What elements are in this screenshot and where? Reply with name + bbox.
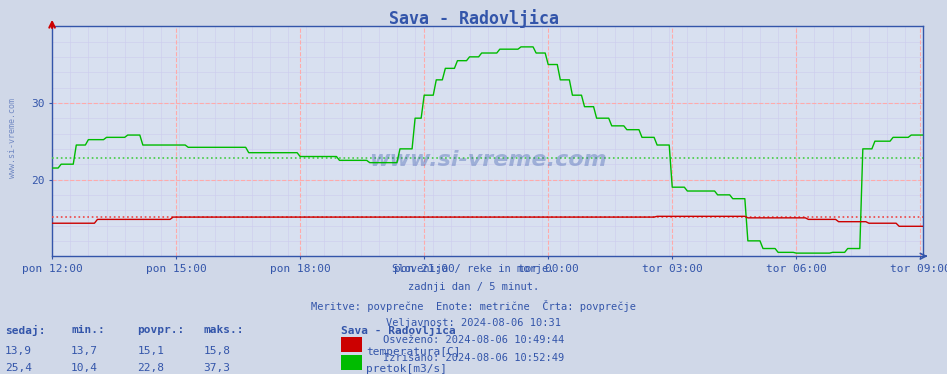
Text: 13,9: 13,9	[5, 346, 32, 356]
Text: 10,4: 10,4	[71, 363, 98, 373]
Text: pretok[m3/s]: pretok[m3/s]	[366, 364, 448, 374]
Text: 37,3: 37,3	[204, 363, 231, 373]
Text: 15,8: 15,8	[204, 346, 231, 356]
Text: temperatura[C]: temperatura[C]	[366, 347, 461, 357]
Text: sedaj:: sedaj:	[5, 325, 45, 336]
Text: 22,8: 22,8	[137, 363, 165, 373]
Text: maks.:: maks.:	[204, 325, 244, 335]
Text: min.:: min.:	[71, 325, 105, 335]
Text: Veljavnost: 2024-08-06 10:31: Veljavnost: 2024-08-06 10:31	[386, 318, 561, 328]
Text: Sava - Radovljica: Sava - Radovljica	[388, 9, 559, 28]
Text: Meritve: povprečne  Enote: metrične  Črta: povprečje: Meritve: povprečne Enote: metrične Črta:…	[311, 300, 636, 312]
Text: www.si-vreme.com: www.si-vreme.com	[368, 150, 607, 169]
Text: zadnji dan / 5 minut.: zadnji dan / 5 minut.	[408, 282, 539, 292]
Text: www.si-vreme.com: www.si-vreme.com	[8, 98, 17, 178]
Text: Izrisano: 2024-08-06 10:52:49: Izrisano: 2024-08-06 10:52:49	[383, 353, 564, 364]
Text: Slovenija / reke in morje.: Slovenija / reke in morje.	[392, 264, 555, 274]
Text: povpr.:: povpr.:	[137, 325, 185, 335]
Text: Osveženo: 2024-08-06 10:49:44: Osveženo: 2024-08-06 10:49:44	[383, 335, 564, 346]
Text: 13,7: 13,7	[71, 346, 98, 356]
Text: 15,1: 15,1	[137, 346, 165, 356]
Text: 25,4: 25,4	[5, 363, 32, 373]
Text: Sava - Radovljica: Sava - Radovljica	[341, 325, 456, 336]
